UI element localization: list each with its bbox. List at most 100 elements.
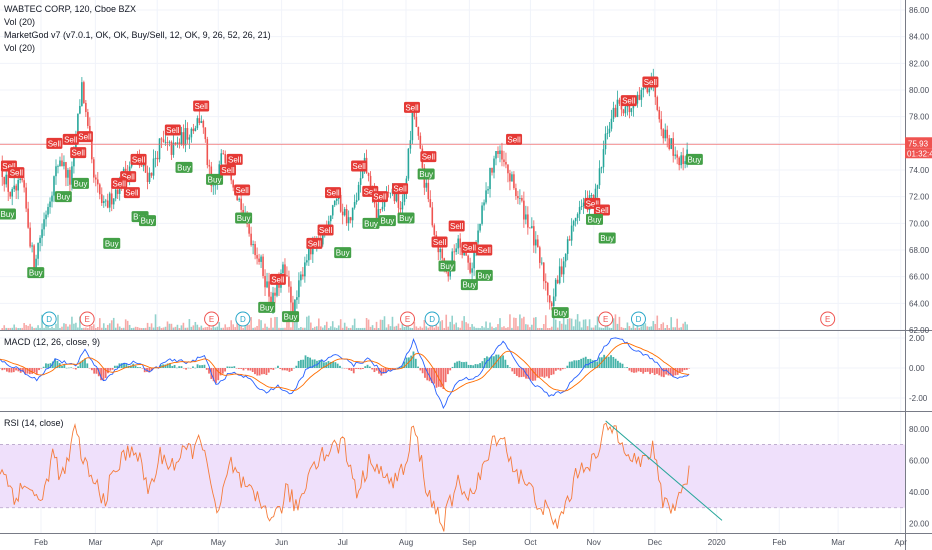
rsi-line[interactable] (0, 422, 690, 532)
last-price-tag[interactable] (905, 137, 932, 149)
buy-signal[interactable] (139, 215, 157, 227)
sell-signal[interactable] (269, 273, 286, 285)
earnings-marker[interactable] (204, 311, 220, 327)
buy-signal[interactable] (334, 247, 352, 259)
sell-signal[interactable] (317, 224, 334, 236)
buy-signal[interactable] (206, 173, 224, 185)
price-axis[interactable]: 62.0064.0066.0068.0070.0072.0074.0076.00… (905, 6, 932, 529)
buy-signal[interactable] (551, 307, 569, 319)
earnings-marker[interactable] (79, 311, 95, 327)
sell-signal[interactable] (392, 183, 409, 195)
buy-signal[interactable] (397, 212, 415, 224)
buy-signal[interactable] (475, 269, 493, 281)
macd-histogram-bar (550, 368, 553, 376)
buy-signal[interactable] (235, 212, 253, 224)
dividend-marker[interactable] (630, 311, 646, 327)
macd-signal-line[interactable] (0, 342, 690, 393)
buy-signal[interactable] (586, 213, 604, 225)
sell-signal[interactable] (371, 191, 388, 203)
sell-signal[interactable] (431, 236, 448, 248)
sell-signal[interactable] (226, 153, 243, 165)
indicator-legend-volume[interactable]: Vol (20) (4, 17, 36, 27)
earnings-marker[interactable] (400, 311, 416, 327)
sell-signal[interactable] (111, 177, 128, 189)
macd-histogram-bar (339, 365, 341, 368)
macd-histogram-bar (88, 368, 91, 369)
dividend-marker[interactable] (41, 311, 57, 327)
macd-histogram-bar (440, 368, 442, 388)
volume-bar (648, 326, 651, 330)
candle-body (399, 207, 402, 210)
sell-signal[interactable] (448, 220, 465, 232)
macd-pane[interactable] (0, 337, 691, 409)
candle-body (517, 195, 519, 199)
sell-signal[interactable] (476, 244, 493, 256)
buy-signal[interactable] (258, 301, 276, 313)
macd-legend[interactable]: MACD (12, 26, close, 9) (4, 337, 101, 347)
sell-signal[interactable] (620, 95, 637, 107)
candle-body (467, 255, 469, 263)
sell-signal[interactable] (76, 131, 93, 143)
buy-signal[interactable] (27, 267, 45, 279)
sell-signal[interactable] (420, 151, 437, 163)
volume-bar (329, 326, 332, 330)
sell-signal[interactable] (351, 160, 368, 172)
sell-signal[interactable] (306, 237, 323, 249)
buy-signal[interactable] (0, 208, 16, 220)
buy-signal[interactable] (460, 279, 478, 291)
time-axis[interactable]: Feb Mar Apr May Jun Jul Aug Sep Oct Nov Dec 2020 Feb… (34, 538, 907, 547)
rsi-pane[interactable] (0, 420, 905, 532)
candle-body (212, 185, 215, 187)
sell-signal[interactable] (62, 133, 79, 145)
buy-signal[interactable] (378, 215, 396, 227)
sell-signal[interactable] (46, 137, 63, 149)
macd-histogram-bar (447, 368, 449, 375)
buy-signal[interactable] (438, 260, 456, 272)
buy-signal[interactable] (175, 161, 193, 173)
buy-signal-label: Buy (477, 271, 491, 280)
buy-signal[interactable] (282, 311, 300, 323)
volume-bar (513, 317, 515, 330)
indicator-legend-volume-2[interactable]: Vol (20) (4, 43, 36, 53)
buy-signal-label: Buy (141, 217, 155, 226)
sell-signal[interactable] (461, 241, 478, 253)
buy-signal[interactable] (71, 177, 89, 189)
buy-signal[interactable] (103, 237, 121, 249)
sell-signal[interactable] (219, 164, 236, 176)
rsi-trendline[interactable] (605, 420, 723, 521)
countdown-tag[interactable] (905, 148, 932, 159)
sell-signal[interactable] (642, 76, 659, 88)
sell-signal[interactable] (123, 187, 140, 199)
buy-signal[interactable] (54, 191, 72, 203)
macd-histogram-bar (24, 368, 27, 375)
sell-signal[interactable] (8, 167, 25, 179)
sell-signal[interactable] (325, 187, 342, 199)
sell-signal[interactable] (70, 147, 87, 159)
buy-signal[interactable] (598, 232, 616, 244)
buy-signal[interactable] (685, 153, 703, 165)
earnings-marker[interactable] (598, 311, 614, 327)
macd-histogram-bar (201, 365, 204, 368)
symbol-title[interactable]: WABTEC CORP, 120, Cboe BZX (4, 4, 137, 14)
dividend-marker[interactable] (235, 311, 251, 327)
earnings-marker[interactable] (820, 311, 836, 327)
macd-histogram-bar (31, 368, 34, 374)
macd-histogram-bar (545, 368, 548, 377)
sell-signal[interactable] (593, 204, 610, 216)
sell-signal[interactable] (164, 124, 181, 136)
sell-signal[interactable] (506, 133, 523, 145)
indicator-legend-marketgod[interactable]: MarketGod v7 (v7.0.1, OK, OK, Buy/Sell, … (4, 30, 271, 40)
sell-signal[interactable] (403, 101, 420, 113)
volume-bar (15, 327, 17, 330)
dividend-marker[interactable] (424, 311, 440, 327)
sell-signal[interactable] (193, 100, 210, 112)
sell-signal[interactable] (234, 184, 251, 196)
buy-signal[interactable] (362, 217, 380, 229)
sell-signal[interactable] (130, 153, 147, 165)
buy-signal[interactable] (417, 168, 435, 180)
rsi-legend[interactable]: RSI (14, close) (4, 418, 64, 428)
